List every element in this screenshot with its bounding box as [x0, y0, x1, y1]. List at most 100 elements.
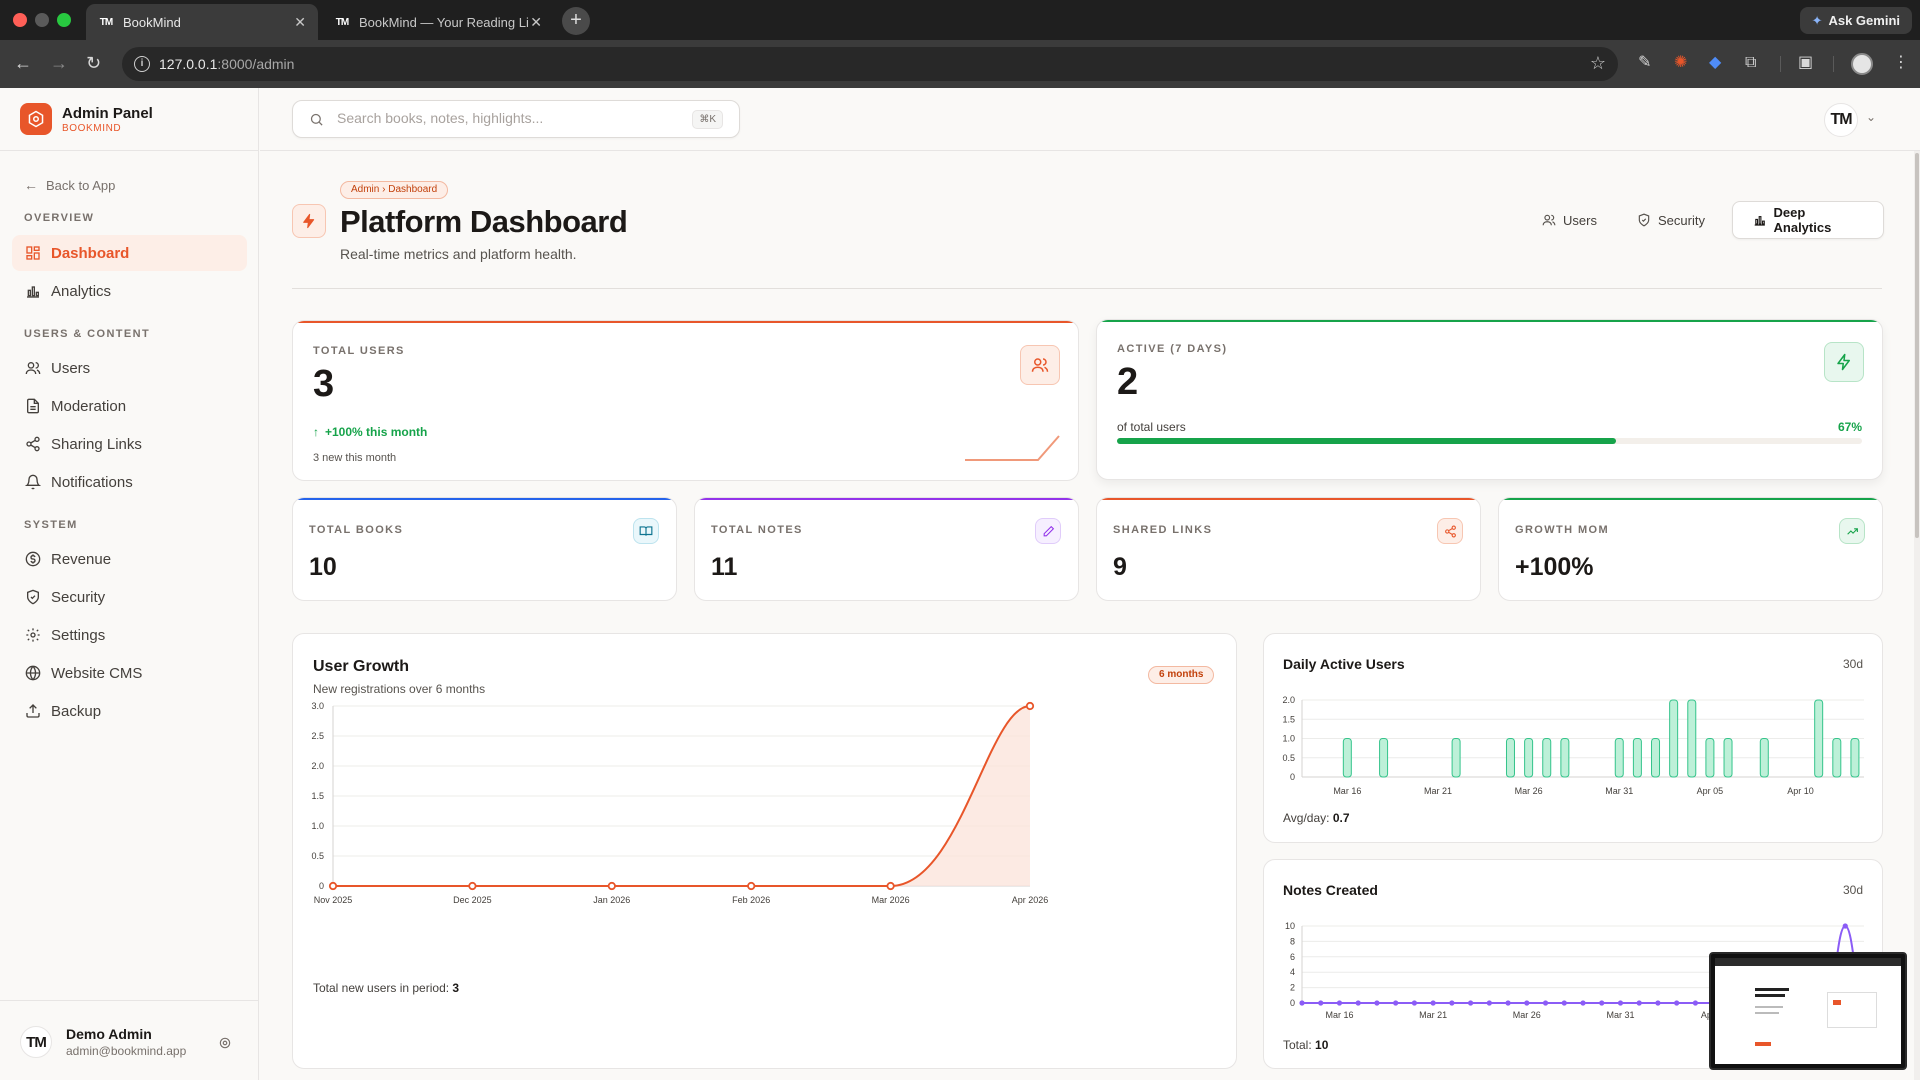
data-point-mar-14: [1299, 1000, 1305, 1006]
bar-apr-04: [1687, 699, 1697, 778]
sidebar-item-website-cms[interactable]: Website CMS: [12, 655, 247, 691]
sidebar-item-users[interactable]: Users: [12, 350, 247, 386]
chevron-down-icon[interactable]: ⌄: [1866, 110, 1877, 124]
section-label-users-content: USERS & CONTENT: [24, 328, 151, 340]
close-window-button[interactable]: [13, 13, 27, 27]
avatar: TM: [20, 1026, 52, 1058]
x-tick-label: Mar 21: [1419, 1010, 1447, 1020]
forward-arrow-icon[interactable]: →: [50, 53, 68, 73]
trend-label: +100% this month: [325, 425, 428, 439]
current-user-card[interactable]: TM Demo Admin admin@bookmind.app: [20, 1026, 186, 1058]
sidebar-item-revenue[interactable]: Revenue: [12, 541, 247, 577]
x-tick-label: Apr 05: [1697, 786, 1724, 796]
sidebar-item-notifications[interactable]: Notifications: [12, 464, 247, 500]
scrollbar-thumb[interactable]: [1915, 153, 1919, 538]
bar-apr-06: [1723, 738, 1733, 778]
users-button[interactable]: Users: [1542, 201, 1597, 239]
bookmark-star-icon[interactable]: ☆: [1589, 53, 1606, 73]
back-arrow-icon[interactable]: ←: [14, 53, 32, 73]
sidebar-item-label: Revenue: [51, 550, 112, 568]
close-tab-icon[interactable]: ✕: [530, 14, 542, 30]
range-label[interactable]: 30d: [1842, 883, 1863, 897]
security-button-label: Security: [1658, 212, 1705, 228]
lightning-icon: [292, 204, 326, 238]
shield-icon: [27, 589, 39, 605]
data-point-mar-28: [1561, 1000, 1567, 1006]
address-url[interactable]: 127.0.0.1:8000/admin: [159, 56, 294, 72]
back-to-app-link[interactable]: ← Back to App: [24, 177, 115, 193]
footer-label: Total:: [1283, 1038, 1312, 1052]
book-icon: [633, 518, 659, 544]
browser-profile-avatar[interactable]: [1851, 53, 1873, 75]
ask-gemini-label: Ask Gemini: [1828, 13, 1900, 28]
stat-card-total-users[interactable]: TOTAL USERS 3 ↑ +100% this month 3 new th…: [292, 320, 1079, 481]
browser-tab-bookmind-landing[interactable]: TM BookMind — Your Reading Lif ✕: [322, 4, 554, 40]
browser-toolbar: ← → ↻ i 127.0.0.1:8000/admin ☆ ✎ ✺ ◆ ⧉ ▣…: [0, 40, 1920, 88]
y-tick-label: 0: [319, 881, 324, 891]
arrow-up-icon: ↑: [313, 425, 319, 439]
stat-card-shared-links[interactable]: SHARED LINKS 9: [1096, 497, 1481, 601]
footer-value: 0.7: [1332, 811, 1350, 825]
tab-search-icon[interactable]: ▣: [1798, 54, 1814, 71]
scrollbar-track[interactable]: [1914, 151, 1920, 1080]
close-tab-icon[interactable]: ✕: [294, 14, 306, 30]
bookmind-logo-icon: [20, 103, 52, 135]
sidebar-item-dashboard[interactable]: Dashboard: [12, 235, 247, 271]
toolbar-divider: [1833, 56, 1834, 72]
users-icon: [25, 362, 41, 375]
stat-card-growth-mom[interactable]: GROWTH MOM +100%: [1498, 497, 1883, 601]
tag-extension-icon[interactable]: ◆: [1709, 54, 1722, 71]
sidebar-item-security[interactable]: Security: [12, 579, 247, 615]
breadcrumb[interactable]: Admin › Dashboard: [340, 181, 449, 199]
bar-mar-26: [1524, 738, 1534, 778]
browser-tab-bookmind[interactable]: TM BookMind ✕: [86, 4, 318, 40]
user-settings-gear-icon[interactable]: [218, 1036, 232, 1050]
brand[interactable]: Admin Panel BOOKMIND: [20, 103, 153, 135]
browser-menu-icon[interactable]: ⋮: [1893, 54, 1909, 71]
data-point-dec-2025: [468, 881, 477, 891]
header-avatar[interactable]: TM: [1824, 103, 1858, 137]
new-tab-button[interactable]: +: [562, 7, 590, 35]
active-progress-bar: [1117, 438, 1862, 444]
puzzle-extensions-icon[interactable]: ⧉: [1745, 54, 1757, 71]
ask-gemini-button[interactable]: ✦ Ask Gemini: [1799, 7, 1912, 34]
admin-header: ⌘K TM ⌄: [260, 88, 1920, 151]
site-info-icon[interactable]: i: [134, 56, 150, 72]
y-tick-label: 2.5: [311, 731, 324, 741]
stat-card-total-books[interactable]: TOTAL BOOKS 10: [292, 497, 677, 601]
security-button[interactable]: Security: [1637, 201, 1705, 239]
y-tick-label: 2.0: [1282, 695, 1295, 705]
search-input[interactable]: [337, 110, 667, 126]
bar-mar-22: [1451, 738, 1461, 778]
sidebar-item-label: Users: [51, 359, 91, 377]
screen-share-preview[interactable]: [1709, 952, 1907, 1070]
page-title: Platform Dashboard: [340, 204, 628, 239]
sidebar-item-moderation[interactable]: Moderation: [12, 388, 247, 424]
spark-extension-icon[interactable]: ✺: [1674, 54, 1688, 71]
search-box[interactable]: ⌘K: [292, 100, 740, 138]
sidebar-item-backup[interactable]: Backup: [12, 693, 247, 729]
deep-analytics-button[interactable]: Deep Analytics: [1732, 201, 1884, 239]
period-badge[interactable]: 6 months: [1148, 666, 1215, 684]
pen-extension-icon[interactable]: ✎: [1638, 54, 1652, 71]
x-tick-label: Mar 16: [1325, 1010, 1353, 1020]
reload-icon[interactable]: ↻: [86, 53, 102, 73]
range-label[interactable]: 30d: [1842, 657, 1863, 671]
sidebar-item-sharing-links[interactable]: Sharing Links: [12, 426, 247, 462]
x-tick-label: Mar 26: [1515, 786, 1543, 796]
sidebar-item-settings[interactable]: Settings: [12, 617, 247, 653]
maximize-window-button[interactable]: [57, 13, 71, 27]
y-tick-label: 3.0: [311, 701, 324, 711]
stat-value: 11: [711, 553, 738, 581]
minimize-window-button[interactable]: [35, 13, 49, 27]
stat-card-total-notes[interactable]: TOTAL NOTES 11: [694, 497, 1079, 601]
address-bar[interactable]: i 127.0.0.1:8000/admin ☆: [122, 47, 1618, 81]
stat-label: TOTAL BOOKS: [309, 524, 404, 536]
data-point-nov-2025: [328, 881, 338, 891]
y-tick-label: 1.5: [311, 791, 324, 801]
stat-card-active-7d[interactable]: ACTIVE (7 DAYS) 2 of total users 67%: [1096, 319, 1883, 480]
stat-label: GROWTH MOM: [1515, 524, 1610, 536]
user-growth-chart: 0 0.5 1.0 1.5 2.0 2.5 3.0 Nov 2025 Dec 2025 Jan 2…: [311, 701, 1048, 905]
sidebar-item-analytics[interactable]: Analytics: [12, 273, 247, 309]
lightning-icon: [1824, 342, 1864, 382]
